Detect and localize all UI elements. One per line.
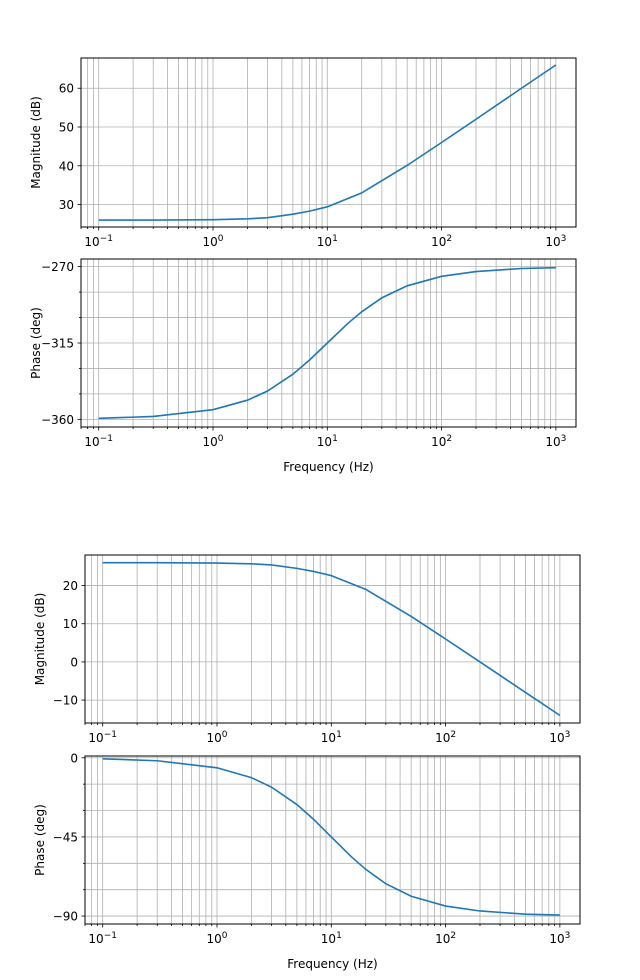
y-axis-label: Phase (deg) [29, 307, 43, 379]
x-tick-label: 102 [435, 730, 456, 745]
x-tick-label: 102 [431, 434, 452, 449]
phase-curve [102, 758, 560, 916]
x-tick-label: 100 [206, 730, 227, 745]
y-tick-label: 10 [63, 617, 78, 631]
y-tick-label: −315 [41, 337, 74, 351]
y-tick-label: −360 [41, 413, 74, 427]
x-tick-label: 103 [549, 931, 570, 946]
x-tick-label: 100 [206, 931, 227, 946]
y-tick-label: −90 [53, 910, 78, 924]
axes-frame [80, 57, 577, 228]
y-tick-label: −45 [53, 830, 78, 844]
x-tick-label: 10−1 [84, 234, 113, 249]
y-tick-label: 30 [59, 198, 74, 212]
y-tick-label: 40 [59, 159, 74, 173]
y-axis-label: Magnitude (dB) [33, 593, 47, 686]
x-tick-label: 100 [202, 234, 223, 249]
y-tick-label: 50 [59, 120, 74, 134]
x-tick-label: 101 [321, 931, 342, 946]
x-axis-label: Frequency (Hz) [283, 460, 374, 474]
x-tick-label: 103 [545, 434, 566, 449]
x-tick-label: 101 [317, 234, 338, 249]
x-tick-label: 103 [549, 730, 570, 745]
x-tick-label: 102 [431, 234, 452, 249]
top-phase-axes: −360 −315 −270 10−1 100 101 102 103 Phase (deg) F… [29, 258, 577, 474]
y-tick-label: −10 [53, 694, 78, 708]
y-axis-label: Phase (deg) [33, 804, 47, 876]
x-tick-label: 102 [435, 931, 456, 946]
bottom-magnitude-axes: −10 0 10 20 10−1 100 101 102 103 Magnitude (dB) [33, 554, 581, 745]
x-tick-label: 103 [545, 234, 566, 249]
y-tick-label: 20 [63, 579, 78, 593]
y-axis-label: Magnitude (dB) [29, 96, 43, 189]
axes-frame [84, 554, 581, 724]
x-tick-label: 10−1 [88, 931, 117, 946]
magnitude-curve [102, 561, 561, 717]
bottom-phase-axes: −90 −45 0 10−1 100 101 102 103 Phase (deg) Freque… [33, 751, 581, 971]
y-tick-label: −270 [41, 260, 74, 274]
x-tick-label: 10−1 [84, 434, 113, 449]
axes-frame [80, 258, 577, 428]
x-tick-label: 101 [321, 730, 342, 745]
x-tick-label: 10−1 [88, 730, 117, 745]
y-tick-label: 0 [70, 655, 78, 669]
y-tick-label: 60 [59, 82, 74, 96]
phase-curve [98, 266, 556, 420]
x-axis-label: Frequency (Hz) [287, 957, 378, 971]
x-tick-label: 100 [202, 434, 223, 449]
y-tick-label: 0 [70, 751, 78, 765]
axes-frame [84, 755, 581, 925]
x-tick-label: 101 [317, 434, 338, 449]
top-magnitude-axes: 30 40 50 60 10−1 100 101 102 103 Magnitude (dB) [29, 57, 577, 249]
magnitude-curve [98, 64, 557, 221]
